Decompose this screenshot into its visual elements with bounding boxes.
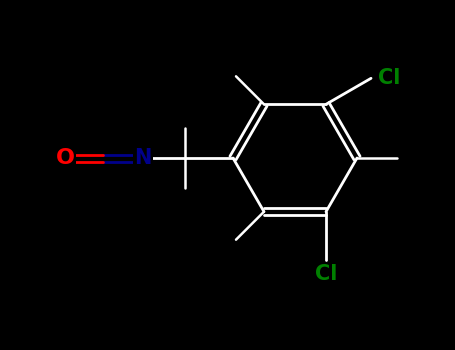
Text: N: N bbox=[134, 148, 152, 168]
Text: O: O bbox=[56, 148, 75, 168]
Text: Cl: Cl bbox=[378, 68, 400, 88]
Text: Cl: Cl bbox=[315, 264, 337, 284]
